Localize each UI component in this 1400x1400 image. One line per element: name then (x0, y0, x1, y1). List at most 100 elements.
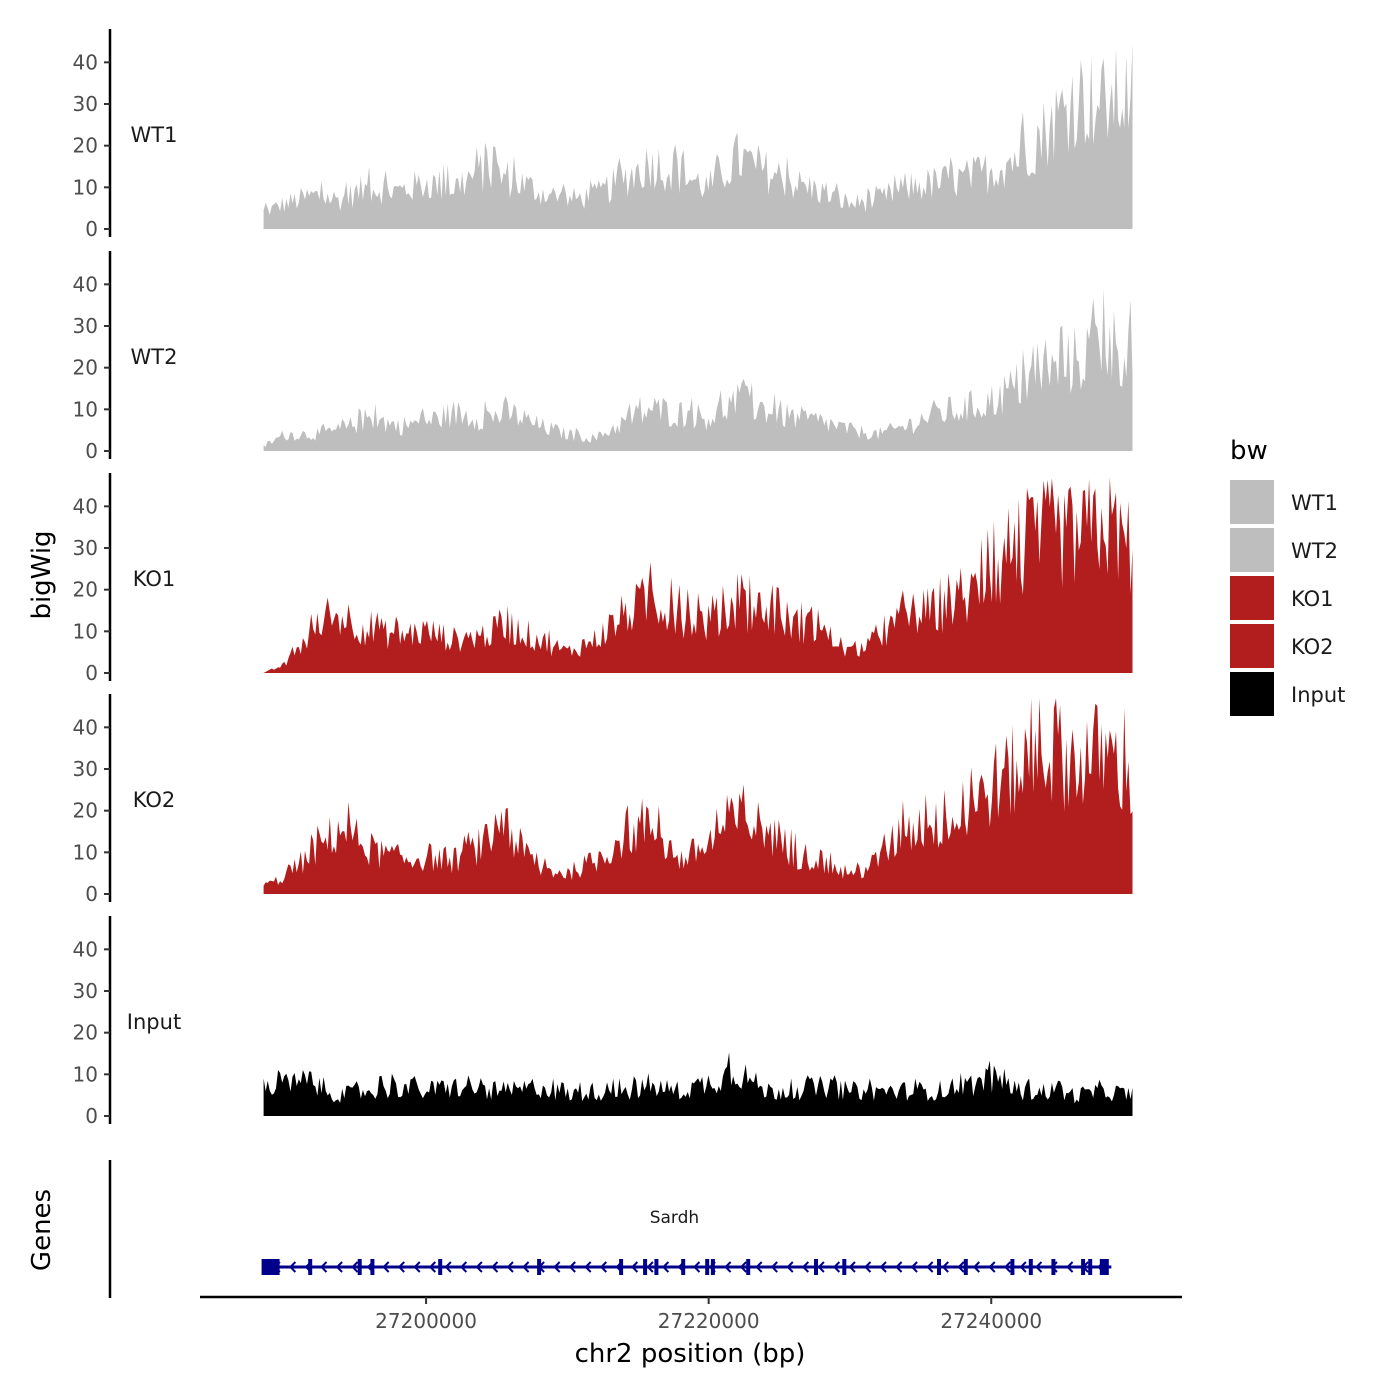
strand-arrow (755, 1261, 763, 1273)
x-axis: 27200000 27220000 27240000 (200, 1295, 1182, 1333)
strand-arrow (397, 1261, 405, 1273)
track-label: WT1 (131, 123, 178, 147)
strand-arrow (895, 1261, 903, 1273)
strand-arrow (988, 1261, 996, 1273)
exon (261, 1259, 280, 1275)
y-tick-label: 40 (73, 937, 98, 961)
exon (1028, 1259, 1033, 1275)
x-tick-label: 27240000 (940, 1309, 1042, 1333)
strand-arrow (1066, 1261, 1074, 1273)
track-input: 0 10 20 30 40 Input (73, 916, 1133, 1128)
strand-arrow (926, 1261, 934, 1273)
y-axis-title: bigWig (27, 530, 57, 619)
y-tick-label: 20 (73, 578, 98, 602)
strand-arrow (661, 1261, 670, 1273)
exon (643, 1259, 648, 1275)
strand-arrow (522, 1261, 530, 1273)
strand-arrow (941, 1261, 949, 1273)
legend-key-ko1 (1230, 576, 1274, 620)
strand-arrow (444, 1261, 452, 1273)
strand-arrow (693, 1261, 701, 1273)
strand-arrow (475, 1261, 483, 1273)
legend-title: bw (1230, 436, 1268, 466)
exon (537, 1259, 542, 1275)
exon (1051, 1259, 1056, 1275)
exon (370, 1259, 375, 1275)
legend-key-input (1230, 672, 1274, 716)
track-wt1: 0 10 20 30 40 WT1 (73, 29, 1133, 241)
legend-label: KO1 (1291, 587, 1334, 611)
exon (814, 1259, 818, 1275)
y-tick-label: 40 (73, 715, 98, 739)
y-tick-label: 30 (73, 757, 98, 781)
strand-arrow (491, 1261, 499, 1273)
y-tick-label: 30 (73, 314, 98, 338)
genes-axis-title: Genes (27, 1189, 57, 1271)
y-tick-label: 10 (73, 619, 98, 643)
track-label: WT2 (131, 345, 178, 369)
strand-arrow (568, 1261, 576, 1273)
coverage-area-wt2 (263, 289, 1133, 451)
track-label: KO2 (133, 788, 176, 812)
exon (1088, 1259, 1093, 1275)
strand-arrow (1003, 1261, 1012, 1273)
y-tick-label: 0 (85, 217, 98, 241)
exon (1081, 1259, 1086, 1275)
exon (1099, 1259, 1109, 1275)
strand-arrow (351, 1261, 359, 1273)
strand-arrow (972, 1261, 981, 1273)
gene-label: Sardh (650, 1208, 699, 1228)
legend-key-wt1 (1230, 480, 1274, 524)
y-tick-label: 0 (85, 439, 98, 463)
track-label: Input (127, 1010, 181, 1034)
y-tick-label: 30 (73, 536, 98, 560)
strand-arrow (957, 1261, 965, 1273)
strand-arrow (739, 1261, 747, 1273)
strand-arrow (1019, 1261, 1027, 1273)
coverage-area-input (263, 1052, 1133, 1116)
y-tick-label: 10 (73, 175, 98, 199)
legend-label: Input (1291, 683, 1345, 707)
legend-label: KO2 (1291, 635, 1334, 659)
strand-arrow (553, 1261, 561, 1273)
exon (842, 1259, 847, 1275)
strand-arrow (832, 1261, 841, 1273)
y-tick-label: 10 (73, 840, 98, 864)
y-tick-label: 0 (85, 882, 98, 906)
coverage-area-ko1 (263, 477, 1133, 673)
strand-arrow (428, 1261, 437, 1273)
strand-arrow (382, 1261, 390, 1273)
y-tick-label: 20 (73, 799, 98, 823)
track-label: KO1 (133, 567, 176, 591)
legend-label: WT1 (1291, 491, 1338, 515)
strand-arrow (459, 1261, 468, 1273)
exon (1010, 1259, 1015, 1275)
legend-key-ko2 (1230, 624, 1274, 668)
exon (963, 1259, 968, 1275)
strand-arrow (817, 1261, 825, 1273)
exon (438, 1259, 443, 1275)
y-tick-label: 10 (73, 1062, 98, 1086)
exon (308, 1259, 313, 1275)
exon (681, 1259, 686, 1275)
y-tick-label: 40 (73, 494, 98, 518)
y-tick-label: 20 (73, 134, 98, 158)
y-tick-label: 0 (85, 661, 98, 685)
track-ko1: 0 10 20 30 40 KO1 (73, 473, 1133, 685)
coverage-area-ko2 (263, 698, 1133, 894)
x-tick-label: 27200000 (375, 1309, 477, 1333)
exon (746, 1259, 751, 1275)
strand-arrow (584, 1261, 592, 1273)
strand-arrow (864, 1261, 872, 1273)
y-tick-label: 10 (73, 397, 98, 421)
y-tick-label: 30 (73, 92, 98, 116)
y-tick-label: 30 (73, 979, 98, 1003)
strand-arrow (288, 1261, 297, 1273)
tracks-group: 0 10 20 30 40 WT1 0 10 20 30 40 WT2 0 10 20 30 40 KO1 0 10 2… (73, 29, 1133, 1128)
y-tick-label: 20 (73, 1021, 98, 1045)
x-axis-title: chr2 position (bp) (575, 1339, 806, 1369)
strand-arrow (413, 1261, 421, 1273)
y-tick-label: 40 (73, 272, 98, 296)
legend: bw WT1 WT2 KO1 KO2 Input (1230, 436, 1345, 716)
